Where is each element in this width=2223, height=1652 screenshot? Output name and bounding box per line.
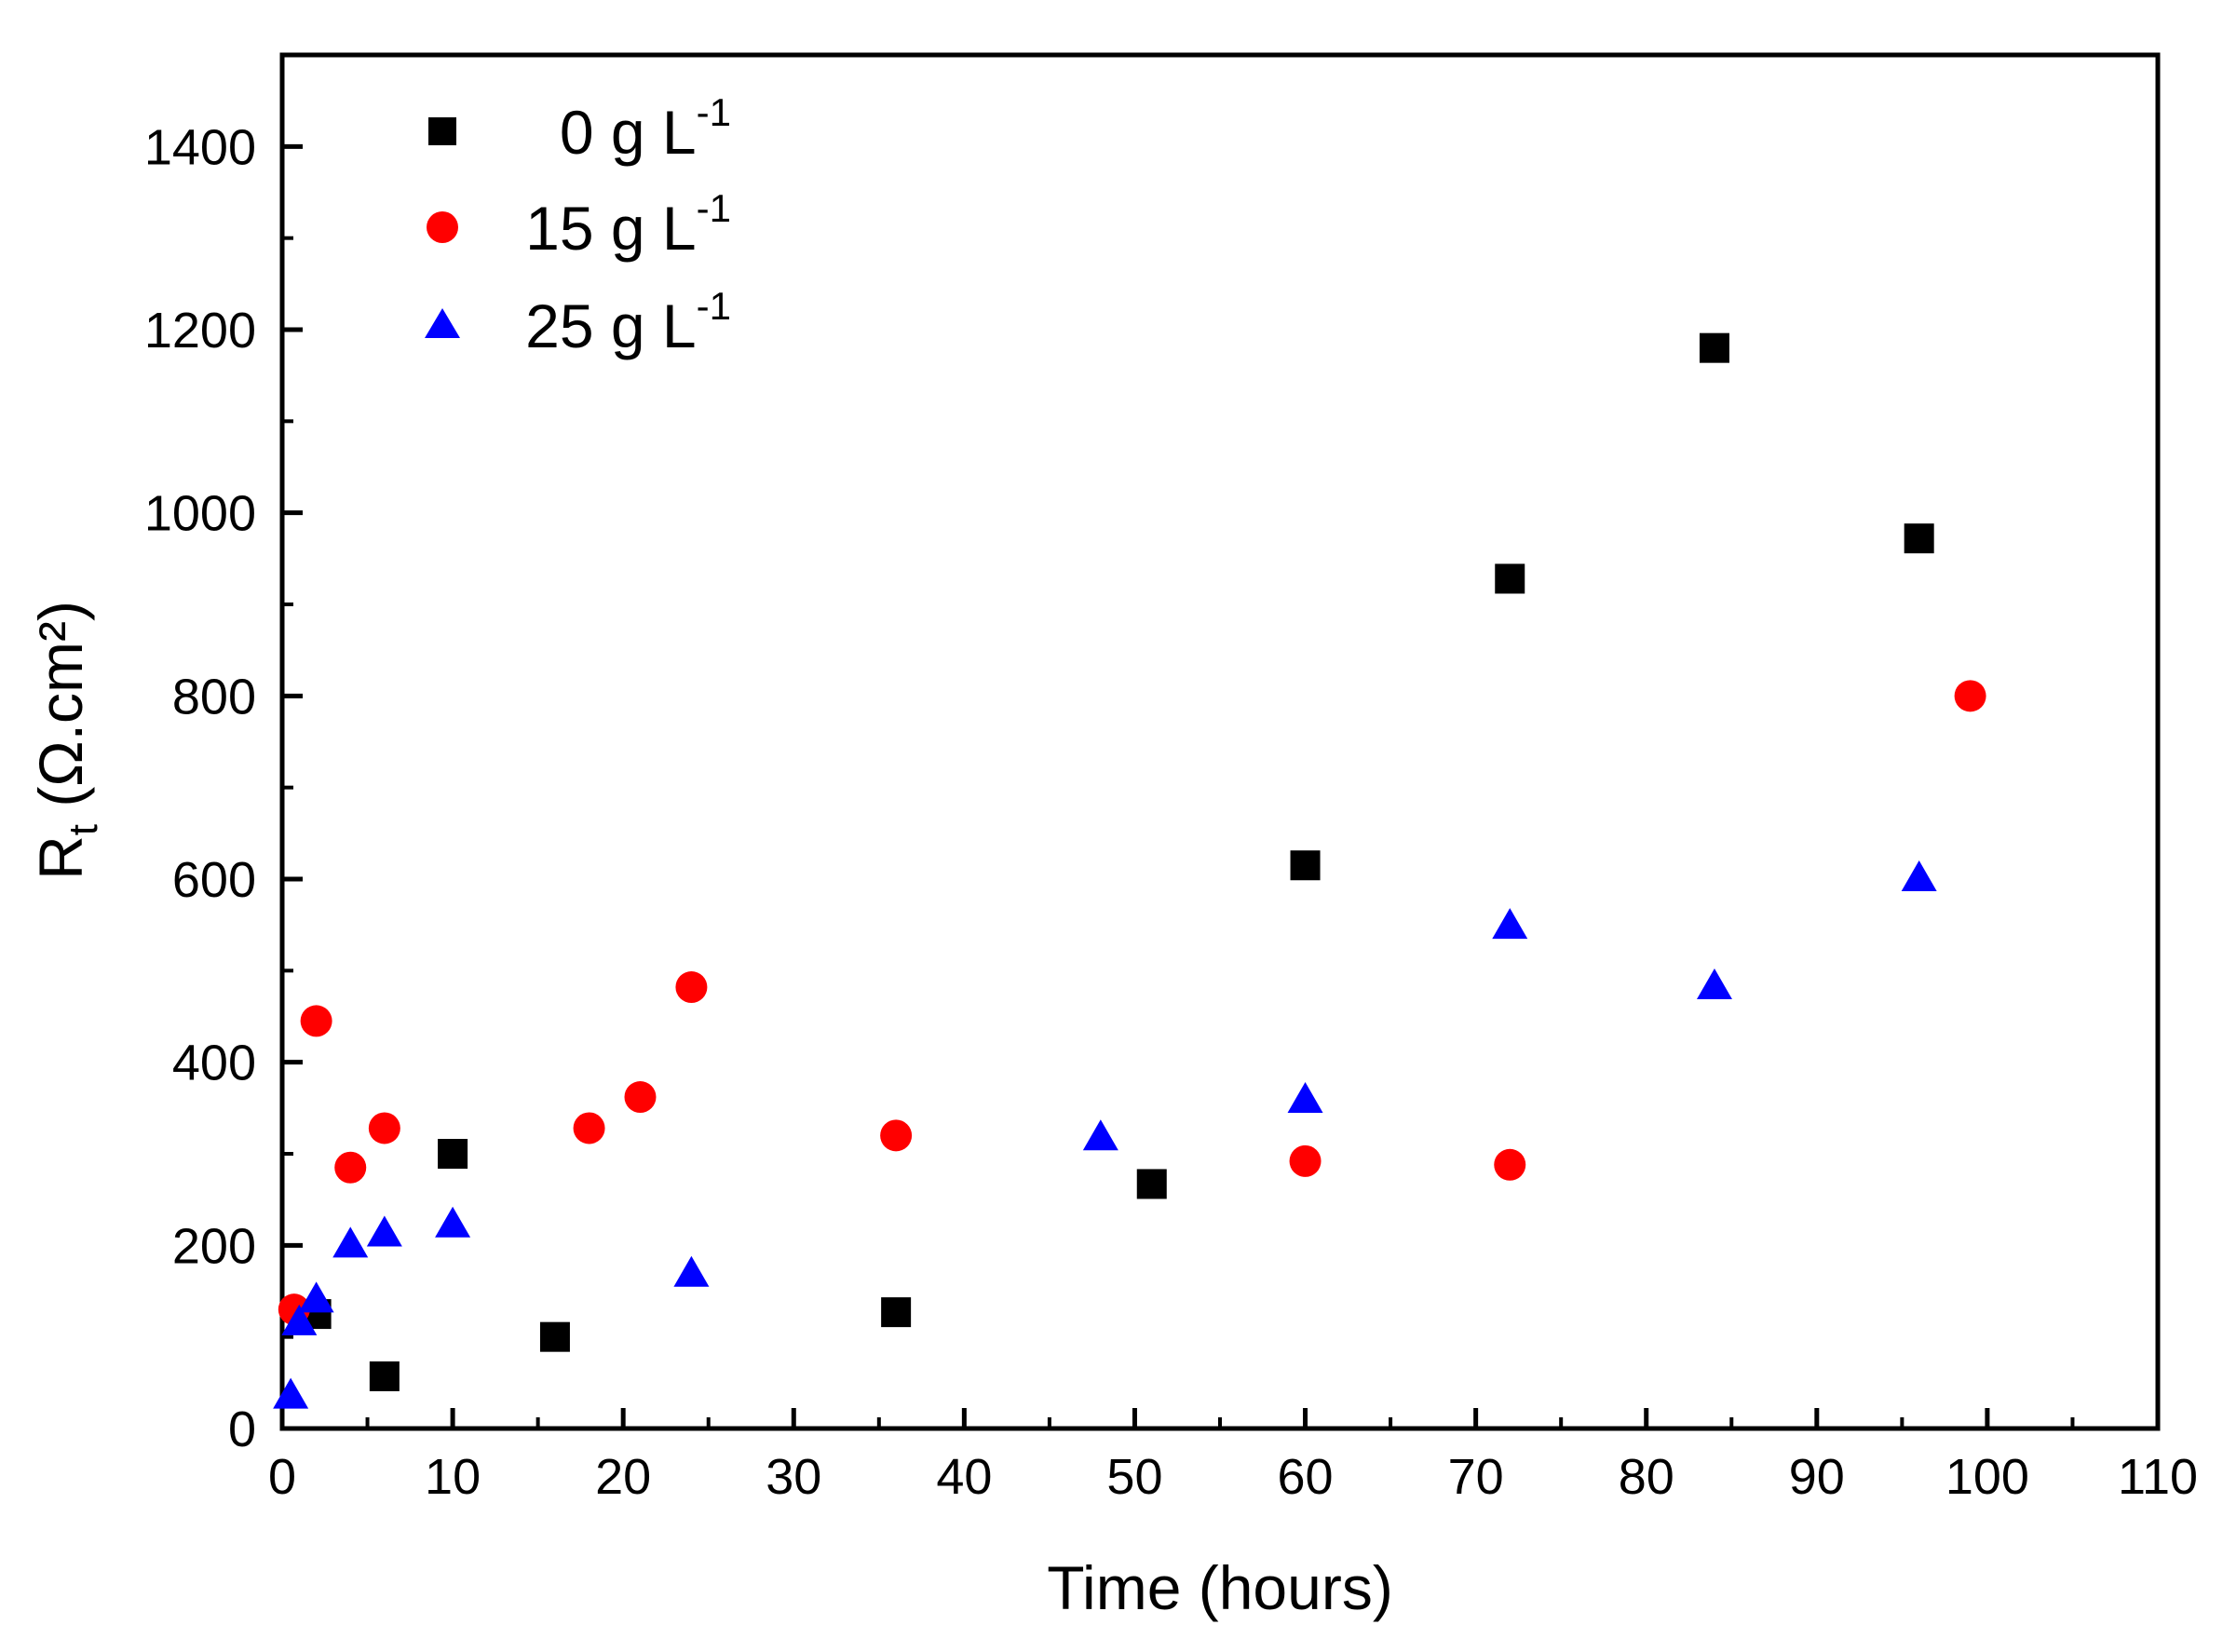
data-point	[366, 1215, 402, 1247]
series-1	[278, 680, 1986, 1326]
y-tick-label: 400	[172, 1036, 256, 1091]
x-tick-label: 0	[268, 1449, 296, 1505]
y-axis-title-subscript: t	[61, 824, 106, 835]
data-point	[298, 1281, 334, 1313]
y-axis-title: Rt (Ω.cm²)	[26, 601, 106, 880]
legend-label-1-text: 15 g L	[525, 194, 697, 263]
x-tick-label: 30	[766, 1449, 821, 1505]
y-tick-label: 1200	[144, 303, 256, 359]
x-tick-label: 80	[1619, 1449, 1674, 1505]
data-point	[1494, 1148, 1526, 1181]
legend-marker-0	[428, 117, 456, 145]
x-tick-label: 10	[425, 1449, 481, 1505]
legend: 0 g L-1 15 g L-1 25 g L-1	[425, 90, 731, 360]
x-tick-label: 70	[1448, 1449, 1504, 1505]
legend-marker-1	[427, 211, 458, 243]
y-axis-ticks: 0 200 400 600 800 1000 1200 1400	[144, 119, 303, 1457]
data-point	[1696, 968, 1732, 1000]
data-point	[880, 1119, 913, 1152]
data-point	[1287, 1081, 1323, 1113]
data-point	[1492, 908, 1528, 940]
legend-label-0-text: 0 g L	[560, 98, 697, 167]
data-point	[368, 1112, 400, 1144]
legend-label-0-sup: -1	[697, 90, 731, 134]
data-point	[1954, 680, 1986, 712]
legend-label-1: 15 g L-1	[525, 186, 731, 263]
data-point	[573, 1112, 605, 1144]
x-axis-title: Time (hours)	[1047, 1553, 1393, 1622]
x-tick-label: 50	[1106, 1449, 1162, 1505]
x-tick-label: 100	[1945, 1449, 2029, 1505]
y-tick-label: 1000	[144, 486, 256, 542]
data-point	[1136, 1169, 1167, 1199]
legend-label-2: 25 g L-1	[525, 284, 731, 360]
data-point	[300, 1005, 332, 1037]
legend-label-2-text: 25 g L	[525, 291, 697, 360]
data-point	[539, 1321, 570, 1352]
data-point	[1289, 1144, 1322, 1177]
data-points	[273, 332, 1986, 1409]
data-point	[1699, 332, 1729, 363]
data-point	[1082, 1119, 1118, 1151]
y-tick-label: 0	[228, 1401, 256, 1457]
data-point	[1495, 563, 1525, 594]
data-point	[334, 1151, 367, 1184]
x-tick-label: 40	[936, 1449, 992, 1505]
y-tick-label: 1400	[144, 119, 256, 175]
data-point	[624, 1081, 657, 1114]
y-axis-title-main: R	[26, 835, 95, 880]
data-point	[281, 1304, 318, 1335]
data-point	[1904, 523, 1934, 554]
y-tick-label: 600	[172, 852, 256, 908]
y-tick-label: 200	[172, 1218, 256, 1274]
y-axis-title-units: (Ω.cm²)	[26, 601, 95, 807]
x-tick-label: 20	[595, 1449, 651, 1505]
data-point	[1901, 860, 1937, 891]
legend-label-1-sup: -1	[697, 186, 731, 230]
series-2	[273, 860, 1937, 1409]
x-tick-label: 60	[1278, 1449, 1334, 1505]
data-point	[369, 1361, 400, 1391]
x-tick-label: 90	[1789, 1449, 1845, 1505]
data-point	[438, 1139, 468, 1169]
data-point	[675, 971, 708, 1004]
x-tick-label: 110	[2118, 1449, 2198, 1505]
y-axis-title-space	[26, 807, 95, 824]
data-point	[332, 1226, 369, 1258]
x-axis-ticks: 0 10 20 30 40 50 60 70 80 90 100 110	[268, 1408, 2198, 1505]
data-point	[673, 1255, 710, 1287]
series-0	[301, 332, 1934, 1391]
legend-label-2-sup: -1	[697, 284, 731, 328]
data-point	[273, 1377, 309, 1409]
data-point	[881, 1297, 912, 1328]
legend-label-0: 0 g L-1	[560, 90, 731, 167]
y-tick-label: 800	[172, 669, 256, 724]
data-point	[435, 1206, 471, 1238]
legend-marker-2	[425, 308, 460, 338]
data-point	[1290, 850, 1321, 881]
